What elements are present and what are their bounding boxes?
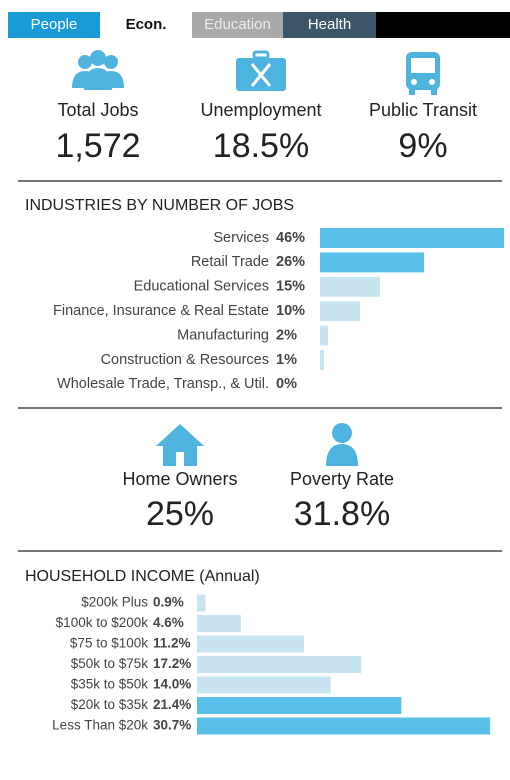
stat-value: 25%	[146, 495, 214, 533]
row-value: 15%	[276, 279, 305, 295]
row-label: Finance, Insurance & Real Estate	[53, 303, 269, 319]
bar	[320, 228, 504, 248]
row-label: $20k to $35k	[71, 697, 149, 712]
stat-label: Unemployment	[200, 100, 321, 120]
stat-value: 18.5%	[213, 127, 309, 165]
stat-value: 31.8%	[294, 495, 390, 533]
row-label: $75 to $100k	[70, 636, 148, 651]
bar	[320, 252, 424, 273]
row-value: 11.2%	[153, 636, 191, 651]
bar	[197, 656, 362, 673]
bar	[197, 615, 241, 632]
bar	[197, 594, 206, 612]
tab-label[interactable]: Econ.	[126, 16, 167, 33]
bar	[197, 635, 304, 653]
row-value: 2%	[276, 327, 297, 343]
bar	[197, 697, 402, 714]
bar	[320, 325, 328, 346]
briefcase-icon	[236, 50, 286, 91]
people-icon	[72, 50, 124, 90]
row-label: Manufacturing	[177, 327, 269, 343]
tab[interactable]	[8, 12, 100, 38]
row-value: 10%	[276, 303, 305, 319]
tab[interactable]	[192, 12, 283, 38]
dividers	[18, 180, 502, 552]
row-label: Construction & Resources	[101, 352, 269, 368]
row-value: 0%	[276, 376, 297, 392]
bar	[197, 717, 491, 735]
tab-label[interactable]: Health	[308, 16, 351, 33]
tab-label[interactable]: Education	[204, 16, 271, 33]
section-title: INDUSTRIES BY NUMBER OF JOBS	[25, 197, 294, 214]
row-value: 1%	[276, 352, 297, 368]
bus-icon	[406, 52, 440, 95]
stat-label: Public Transit	[369, 100, 477, 120]
stat-label: Total Jobs	[57, 100, 138, 120]
row-label: $50k to $75k	[71, 656, 149, 671]
stat-value: 1,572	[55, 127, 140, 165]
row-value: 14.0%	[153, 677, 191, 692]
row-value: 0.9%	[153, 595, 184, 610]
stat-label: Poverty Rate	[290, 469, 394, 489]
row-label: $35k to $50k	[71, 677, 149, 692]
person-icon	[326, 423, 358, 466]
row-label: $200k Plus	[81, 595, 148, 610]
row-value: 26%	[276, 254, 305, 270]
bar	[320, 301, 360, 322]
tab[interactable]	[100, 12, 192, 38]
row-label: Educational Services	[134, 279, 269, 295]
bar	[320, 276, 380, 297]
row-value: 46%	[276, 230, 305, 246]
tab[interactable]	[283, 12, 376, 38]
bar	[320, 350, 324, 370]
row-label: Retail Trade	[191, 254, 269, 270]
row-label: $100k to $200k	[56, 615, 149, 630]
row-label: Wholesale Trade, Transp., & Util.	[57, 376, 269, 392]
tab-label[interactable]: People	[31, 16, 78, 33]
bar	[197, 676, 331, 694]
section-title: HOUSEHOLD INCOME (Annual)	[25, 568, 260, 585]
row-value: 17.2%	[153, 656, 191, 671]
row-label: Services	[213, 230, 269, 246]
row-value: 21.4%	[153, 697, 191, 712]
row-value: 30.7%	[153, 718, 191, 733]
tab-filler	[376, 12, 510, 38]
stat-value: 9%	[398, 127, 447, 165]
row-value: 4.6%	[153, 615, 184, 630]
stat-label: Home Owners	[122, 469, 237, 489]
house-icon	[156, 424, 204, 466]
row-label: Less Than $20k	[52, 718, 148, 733]
icons	[72, 50, 440, 466]
